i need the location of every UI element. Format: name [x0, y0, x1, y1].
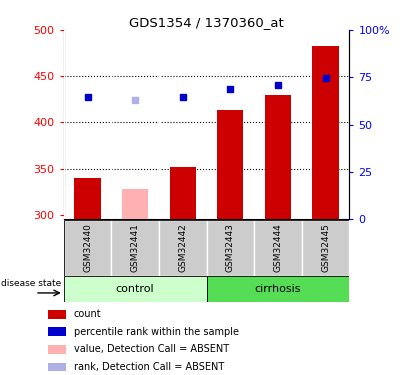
Bar: [111, 220, 159, 276]
Text: cirrhosis: cirrhosis: [255, 284, 301, 294]
Text: GSM32444: GSM32444: [273, 224, 282, 272]
Text: disease state: disease state: [1, 279, 62, 288]
Text: GSM32440: GSM32440: [83, 224, 92, 272]
Text: GSM32445: GSM32445: [321, 224, 330, 272]
Bar: [74, 178, 101, 219]
Text: rank, Detection Call = ABSENT: rank, Detection Call = ABSENT: [74, 362, 224, 372]
Text: control: control: [116, 284, 155, 294]
Bar: [312, 46, 339, 219]
Bar: [48, 363, 67, 372]
Bar: [217, 110, 243, 219]
Text: GSM32442: GSM32442: [178, 224, 187, 272]
Text: value, Detection Call = ABSENT: value, Detection Call = ABSENT: [74, 344, 229, 354]
Text: percentile rank within the sample: percentile rank within the sample: [74, 327, 239, 337]
Bar: [64, 220, 111, 276]
Bar: [206, 220, 254, 276]
Bar: [122, 189, 148, 219]
Bar: [265, 94, 291, 219]
Bar: [48, 327, 67, 336]
Bar: [206, 276, 349, 302]
Bar: [170, 167, 196, 219]
Text: GSM32443: GSM32443: [226, 224, 235, 272]
Bar: [48, 310, 67, 319]
Bar: [159, 220, 206, 276]
Text: GSM32441: GSM32441: [131, 224, 140, 272]
Bar: [254, 220, 302, 276]
Bar: [48, 345, 67, 354]
Bar: [302, 220, 349, 276]
Text: count: count: [74, 309, 101, 320]
Bar: [64, 276, 206, 302]
Title: GDS1354 / 1370360_at: GDS1354 / 1370360_at: [129, 16, 284, 29]
